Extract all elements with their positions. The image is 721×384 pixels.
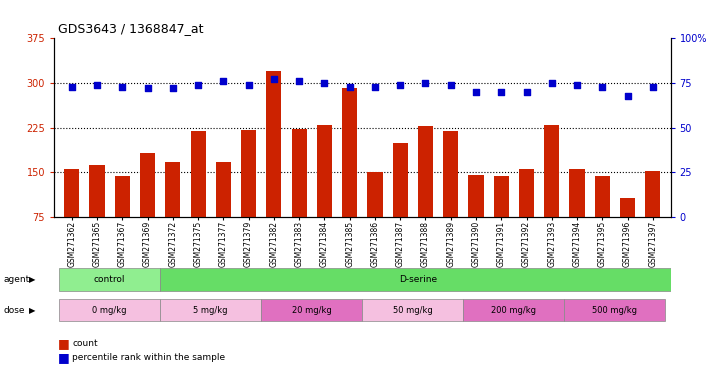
Point xyxy=(268,76,280,83)
Bar xyxy=(464,299,565,321)
Text: 5 mg/kg: 5 mg/kg xyxy=(193,306,228,314)
Point xyxy=(293,78,305,84)
Point xyxy=(243,82,255,88)
Text: 50 mg/kg: 50 mg/kg xyxy=(393,306,433,314)
Bar xyxy=(59,268,160,291)
Point xyxy=(193,82,204,88)
Point xyxy=(142,85,154,91)
Point xyxy=(344,84,355,90)
Bar xyxy=(469,175,484,217)
Point xyxy=(546,80,557,86)
Bar xyxy=(645,171,660,217)
Bar xyxy=(544,125,559,217)
Bar xyxy=(261,299,363,321)
Text: GDS3643 / 1368847_at: GDS3643 / 1368847_at xyxy=(58,22,203,35)
Bar xyxy=(620,198,635,217)
Text: percentile rank within the sample: percentile rank within the sample xyxy=(72,353,225,362)
Point xyxy=(571,82,583,88)
Point xyxy=(420,80,431,86)
Text: ▶: ▶ xyxy=(29,275,35,284)
Text: 0 mg/kg: 0 mg/kg xyxy=(92,306,127,314)
Bar xyxy=(115,177,130,217)
Text: D-serine: D-serine xyxy=(399,275,437,284)
Bar xyxy=(266,71,281,217)
Point xyxy=(218,78,229,84)
Bar xyxy=(241,130,256,217)
Bar xyxy=(64,169,79,217)
Point xyxy=(394,82,406,88)
Point xyxy=(596,84,608,90)
Point xyxy=(445,82,456,88)
Text: ■: ■ xyxy=(58,351,69,364)
Bar xyxy=(190,131,205,217)
Text: count: count xyxy=(72,339,98,348)
Bar xyxy=(160,268,676,291)
Bar xyxy=(160,299,261,321)
Point xyxy=(167,85,179,91)
Bar xyxy=(363,299,464,321)
Bar xyxy=(216,162,231,217)
Text: 500 mg/kg: 500 mg/kg xyxy=(593,306,637,314)
Point xyxy=(66,84,78,90)
Point xyxy=(495,89,507,95)
Bar xyxy=(342,88,357,217)
Point xyxy=(92,82,103,88)
Bar xyxy=(595,177,610,217)
Bar xyxy=(165,162,180,217)
Bar xyxy=(418,126,433,217)
Text: ▶: ▶ xyxy=(29,306,35,314)
Point xyxy=(470,89,482,95)
Bar xyxy=(565,299,665,321)
Bar xyxy=(443,131,459,217)
Bar xyxy=(140,153,155,217)
Point xyxy=(622,93,633,99)
Text: ■: ■ xyxy=(58,337,69,350)
Text: dose: dose xyxy=(4,306,25,314)
Bar xyxy=(393,142,408,217)
Bar xyxy=(570,169,585,217)
Point xyxy=(647,84,658,90)
Point xyxy=(319,80,330,86)
Bar xyxy=(317,125,332,217)
Bar xyxy=(494,176,509,217)
Bar xyxy=(89,165,105,217)
Bar xyxy=(519,169,534,217)
Point xyxy=(521,89,532,95)
Point xyxy=(369,84,381,90)
Point xyxy=(117,84,128,90)
Bar xyxy=(59,299,160,321)
Text: agent: agent xyxy=(4,275,30,284)
Bar xyxy=(368,172,383,217)
Text: 20 mg/kg: 20 mg/kg xyxy=(292,306,332,314)
Text: 200 mg/kg: 200 mg/kg xyxy=(492,306,536,314)
Text: control: control xyxy=(94,275,125,284)
Bar xyxy=(291,129,306,217)
